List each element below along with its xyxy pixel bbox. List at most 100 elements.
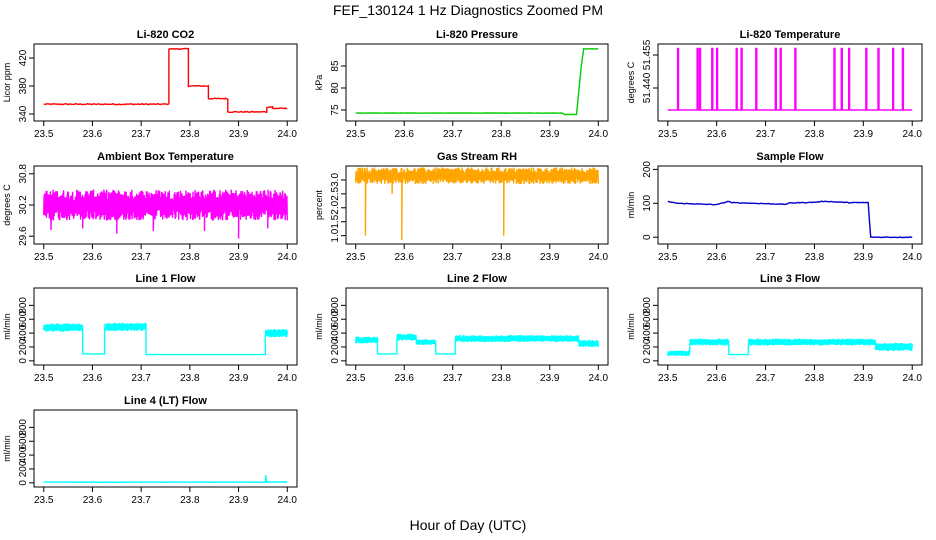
plot-frame xyxy=(657,287,923,366)
series-line xyxy=(43,322,288,356)
panel-4: Ambient Box Temperature degrees C 23.5 23.6… xyxy=(2,151,298,263)
series-area xyxy=(43,47,288,114)
x-tick-label: 23.8 xyxy=(180,252,200,263)
y-tick-label: 800 xyxy=(18,419,29,436)
y-tick-label: 0 xyxy=(642,234,653,240)
y-tick-label: 30.8 xyxy=(18,164,29,184)
y-tick-label: 29.6 xyxy=(18,226,29,246)
series-area xyxy=(43,475,288,483)
y-axis-label: Licor ppm xyxy=(2,63,12,103)
x-tick-label: 24.0 xyxy=(589,252,609,263)
y-tick-label: 1.0 xyxy=(330,228,341,242)
x-tick-label: 23.7 xyxy=(756,129,776,140)
x-tick-label: 23.6 xyxy=(707,373,727,384)
x-tick-label: 23.8 xyxy=(492,373,512,384)
y-tick-label: 2.5 xyxy=(330,186,341,200)
x-tick-label: 23.6 xyxy=(394,373,414,384)
panel-title: Li-820 Temperature xyxy=(740,29,841,41)
series-line xyxy=(355,333,599,355)
series-line xyxy=(43,189,288,239)
panel-title: Line 3 Flow xyxy=(760,273,820,285)
x-tick-label: 23.9 xyxy=(540,252,560,263)
y-tick-label: 380 xyxy=(18,77,29,94)
series-line xyxy=(355,47,599,116)
y-tick-label: 400 xyxy=(18,324,29,341)
x-tick-label: 23.7 xyxy=(131,129,151,140)
x-tick-label: 23.8 xyxy=(180,373,200,384)
y-tick-label: 200 xyxy=(642,161,653,178)
x-tick-label: 23.5 xyxy=(346,373,366,384)
x-tick-label: 23.5 xyxy=(34,252,54,263)
panel-title: Ambient Box Temperature xyxy=(97,151,234,163)
y-tick-label: 800 xyxy=(18,297,29,314)
x-tick-label: 23.6 xyxy=(83,495,103,506)
x-tick-label: 24.0 xyxy=(902,373,922,384)
x-tick-label: 24.0 xyxy=(278,495,298,506)
x-tick-label: 23.6 xyxy=(707,252,727,263)
series-line xyxy=(667,338,913,356)
y-tick-label: 400 xyxy=(642,324,653,341)
x-tick-label: 23.7 xyxy=(131,373,151,384)
x-tick-label: 23.8 xyxy=(492,252,512,263)
y-tick-label: 800 xyxy=(642,297,653,314)
x-tick-label: 23.7 xyxy=(131,495,151,506)
x-tick-label: 23.9 xyxy=(229,373,249,384)
panel-2: Li-820 Pressure kPa 23.5 23.6 23.7 23.8 23.9 24… xyxy=(314,29,609,140)
panel-6: Sample Flow ml/min 23.5 23.6 23.7 23.8 23.9 24.… xyxy=(626,151,923,263)
y-tick-label: 1.5 xyxy=(330,214,341,228)
series-line xyxy=(667,200,913,239)
panel-3: Li-820 Temperature degrees C 23.5 23.6 23.7 2… xyxy=(626,29,923,140)
y-tick-label: 0 xyxy=(330,358,341,364)
panel-title: Gas Stream RH xyxy=(437,151,517,163)
y-tick-label: 200 xyxy=(330,338,341,355)
x-tick-label: 24.0 xyxy=(278,373,298,384)
plot-frame xyxy=(345,165,609,245)
y-axis-label: kPa xyxy=(314,75,324,91)
y-tick-label: 0 xyxy=(642,358,653,364)
x-tick-label: 23.9 xyxy=(540,373,560,384)
series-area xyxy=(355,167,599,240)
x-tick-label: 23.6 xyxy=(83,252,103,263)
plot-frame xyxy=(657,43,923,122)
panel-title: Line 2 Flow xyxy=(447,273,507,285)
y-tick-label: 30.2 xyxy=(18,195,29,215)
x-tick-label: 23.7 xyxy=(756,373,776,384)
panel-9: Line 3 Flow ml/min 23.5 23.6 23.7 23.8 23.9 24.… xyxy=(626,273,923,384)
y-tick-label: 600 xyxy=(330,310,341,327)
series-area xyxy=(667,47,913,111)
x-tick-label: 23.6 xyxy=(394,129,414,140)
y-tick-label: 100 xyxy=(642,195,653,212)
y-tick-label: 80 xyxy=(330,82,341,94)
y-tick-label: 51.455 xyxy=(642,39,653,70)
series-area xyxy=(667,200,913,239)
x-tick-label: 23.7 xyxy=(443,252,463,263)
x-tick-label: 23.5 xyxy=(346,252,366,263)
x-tick-label: 23.8 xyxy=(805,129,825,140)
x-tick-label: 23.6 xyxy=(394,252,414,263)
series-line xyxy=(667,47,913,111)
y-tick-label: 2.0 xyxy=(330,200,341,214)
x-tick-label: 23.7 xyxy=(756,252,776,263)
y-axis-label: degrees C xyxy=(2,184,12,226)
x-tick-label: 23.5 xyxy=(658,129,678,140)
series-area xyxy=(43,189,288,239)
y-tick-label: 85 xyxy=(330,60,341,72)
x-tick-label: 23.5 xyxy=(34,495,54,506)
x-tick-label: 24.0 xyxy=(589,373,609,384)
x-tick-label: 23.9 xyxy=(854,129,874,140)
x-tick-label: 23.8 xyxy=(805,373,825,384)
y-tick-label: 800 xyxy=(330,297,341,314)
y-tick-label: 400 xyxy=(18,446,29,463)
x-tick-label: 24.0 xyxy=(278,252,298,263)
x-tick-label: 23.5 xyxy=(34,129,54,140)
plot-frame xyxy=(33,287,298,366)
plot-frame xyxy=(33,409,298,488)
x-tick-label: 23.7 xyxy=(443,129,463,140)
series-line xyxy=(43,47,288,114)
series-area xyxy=(355,47,599,116)
x-tick-label: 23.9 xyxy=(229,495,249,506)
x-tick-label: 23.9 xyxy=(854,373,874,384)
y-tick-label: 600 xyxy=(18,432,29,449)
